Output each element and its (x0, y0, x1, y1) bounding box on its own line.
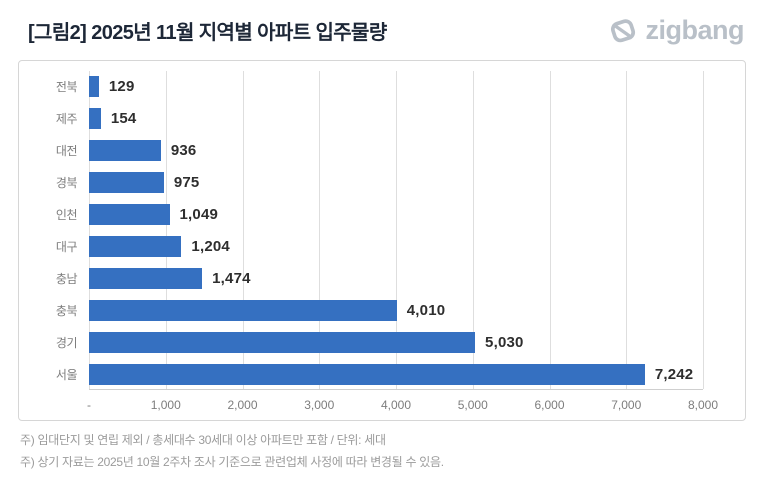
category-label: 제주 (55, 112, 78, 127)
bar-row: 충남 1,474 (29, 262, 703, 294)
bar (89, 172, 164, 194)
bar-track: 1,204 (89, 235, 703, 257)
bar (89, 331, 476, 353)
category-label: 경북 (55, 176, 78, 191)
bar-track: 975 (89, 172, 703, 194)
gridline (89, 71, 90, 389)
value-label: 1,474 (212, 269, 251, 287)
bar-row: 인천 1,049 (29, 199, 703, 231)
category-label: 경기 (55, 335, 78, 350)
bar-track: 1,474 (89, 267, 703, 289)
x-tick-label: 6,000 (534, 398, 565, 412)
value-label: 936 (170, 142, 197, 160)
value-label: 1,049 (179, 206, 219, 224)
bar-track: 4,010 (89, 299, 703, 321)
bar (89, 235, 182, 257)
category-label: 전북 (55, 80, 78, 95)
gridline (472, 71, 474, 389)
x-tick-label: 8,000 (687, 398, 719, 412)
bar-track: 5,030 (89, 331, 703, 353)
bar (89, 76, 99, 98)
gridline (626, 71, 628, 389)
bar-row: 제주 154 (29, 103, 703, 135)
bar (89, 140, 161, 162)
category-label: 충북 (55, 303, 78, 318)
x-tick-label: 5,000 (457, 398, 488, 412)
bar-track: 129 (89, 76, 703, 98)
gridlines (89, 71, 704, 390)
value-label: 129 (108, 78, 135, 96)
x-tick-label: 3,000 (304, 398, 335, 412)
category-label: 충남 (55, 271, 78, 286)
zigbang-icon (606, 14, 639, 47)
gridline (703, 71, 704, 389)
bar-row: 경북 975 (29, 167, 703, 199)
x-tick-label: 7,000 (611, 398, 642, 412)
bar-row: 대전 936 (29, 135, 703, 167)
x-tick-label: 2,000 (227, 398, 258, 412)
value-label: 1,204 (191, 237, 230, 255)
bar-track: 154 (89, 108, 703, 130)
bar (89, 267, 203, 289)
bar-rows: 전북 129 제주 154 대전 936 경북 975 인천 1,049 대구 1,204 충남 1,47… (29, 71, 703, 390)
bar-row: 충북 4,010 (29, 294, 703, 326)
bar (89, 204, 170, 226)
value-label: 7,242 (654, 365, 694, 383)
bar-row: 대구 1,204 (29, 231, 703, 263)
bar (89, 108, 101, 130)
bar (89, 299, 397, 321)
x-axis: - 1,000 2,000 3,000 4,000 5,000 6,000 7,000 8,00… (87, 390, 718, 416)
gridline (319, 71, 321, 389)
x-tick-label: - (87, 398, 91, 412)
category-label: 서울 (55, 367, 78, 382)
x-tick-label: 4,000 (380, 398, 412, 412)
bar-row: 경기 5,030 (29, 326, 703, 358)
footnote-1: 주) 임대단지 및 연립 제외 / 총세대수 30세대 이상 아파트만 포함 /… (20, 433, 386, 447)
category-label: 인천 (55, 208, 78, 223)
page-title: [그림2] 2025년 11월 지역별 아파트 입주물량 (28, 21, 387, 44)
value-label: 5,030 (485, 333, 524, 351)
category-label: 대전 (55, 144, 78, 159)
gridline (396, 71, 397, 389)
bar-track: 1,049 (89, 204, 703, 226)
zigbang-wordmark: zigbang (645, 14, 745, 45)
bar-chart-plot: 전북 129 제주 154 대전 936 경북 975 인천 1,049 대구 1,204 충남 1,47… (29, 71, 704, 390)
bar-row: 전북 129 (29, 71, 703, 103)
bar-row: 서울 7,242 (29, 358, 703, 390)
x-tick-label: 1,000 (150, 398, 181, 412)
chart-panel: 전북 129 제주 154 대전 936 경북 975 인천 1,049 대구 1,204 충남 1,47… (18, 60, 746, 421)
value-label: 154 (110, 110, 137, 128)
footnotes: 주) 임대단지 및 연립 제외 / 총세대수 30세대 이상 아파트만 포함 /… (20, 430, 746, 473)
value-label: 975 (173, 174, 200, 192)
gridline (165, 71, 167, 389)
gridline (549, 71, 551, 389)
bar-track: 936 (89, 140, 703, 162)
gridline (242, 71, 244, 389)
footnote-2: 주) 상기 자료는 2025년 10월 2주차 조사 기준으로 관련업체 사정에… (20, 454, 444, 469)
value-label: 4,010 (406, 301, 446, 319)
bar-track: 7,242 (89, 363, 703, 385)
header: [그림2] 2025년 11월 지역별 아파트 입주물량 zigbang (28, 8, 744, 52)
bar (89, 363, 645, 385)
zigbang-logo: zigbang (606, 14, 745, 47)
category-label: 대구 (55, 239, 78, 254)
